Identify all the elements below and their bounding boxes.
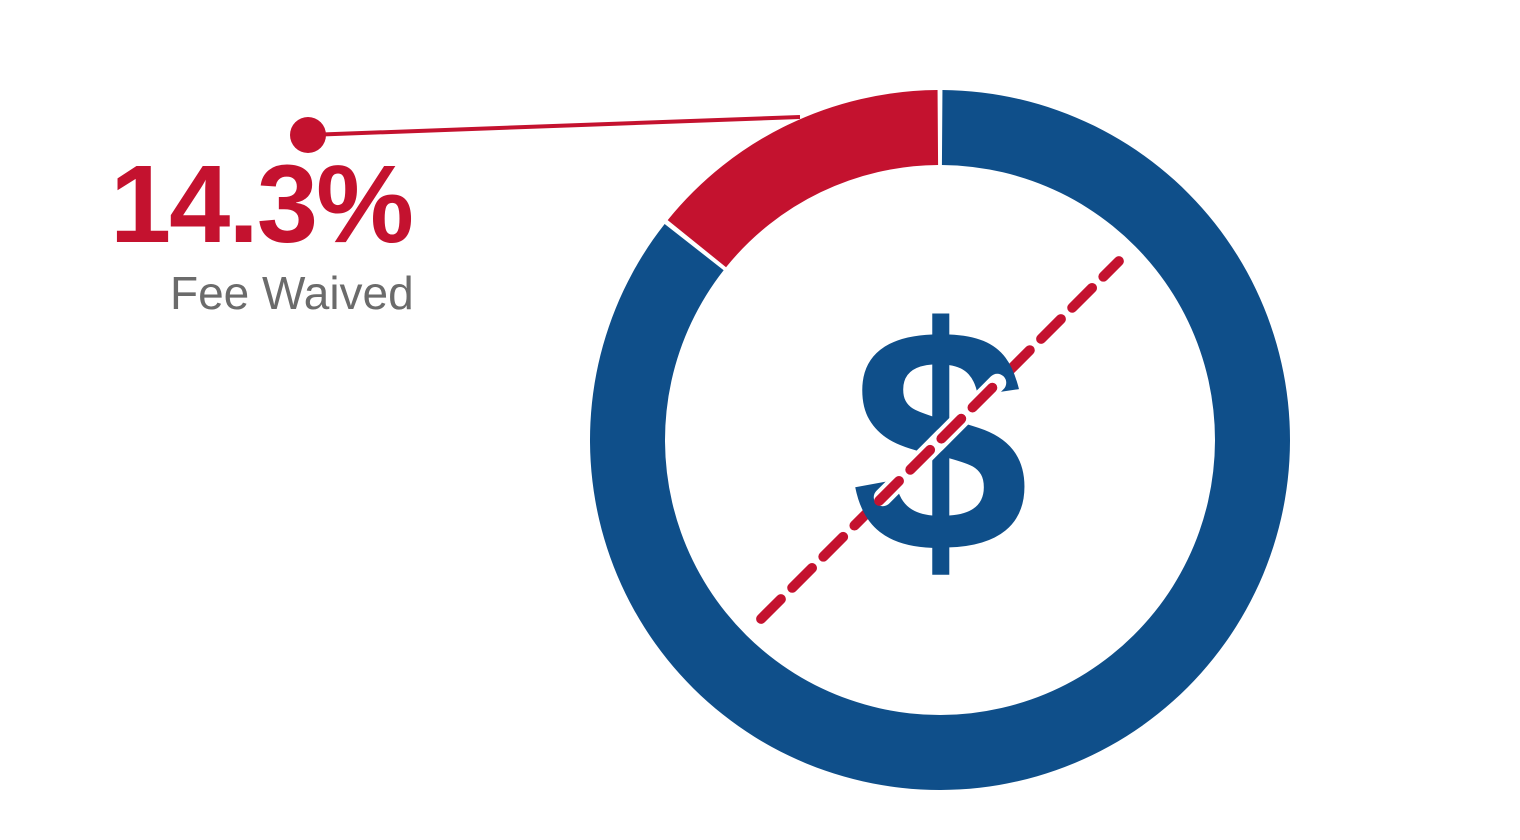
center-no-fee-icon: $ <box>761 261 1119 619</box>
stage: $ 14.3% Fee Waived <box>0 0 1520 840</box>
callout-leader-line <box>308 117 800 135</box>
callout-label: Fee Waived <box>110 266 414 320</box>
callout-percent: 14.3% <box>110 150 414 260</box>
donut-slice-fee-waived <box>668 90 938 267</box>
donut-chart: $ <box>0 0 1520 840</box>
callout: 14.3% Fee Waived <box>110 150 414 320</box>
